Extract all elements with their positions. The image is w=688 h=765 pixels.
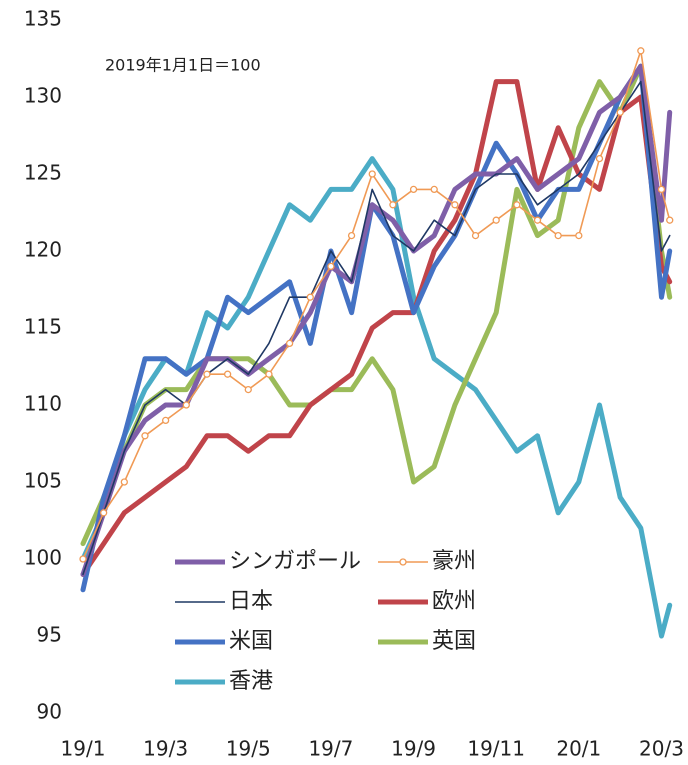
point-marker: [451, 201, 459, 209]
x-tick-label: 20/1: [556, 737, 601, 761]
series-line: [80, 63, 673, 593]
legend-label: 豪州: [432, 549, 476, 574]
point-marker: [492, 216, 500, 224]
series-line: [82, 50, 671, 560]
y-tick-label: 100: [24, 546, 62, 570]
x-tick-label: 19/3: [143, 737, 188, 761]
point-marker: [244, 385, 252, 394]
x-tick-label: 19/11: [467, 737, 525, 761]
point-marker: [265, 370, 273, 378]
point-marker: [595, 154, 604, 163]
point-marker: [223, 370, 232, 378]
point-marker: [657, 185, 666, 194]
point-marker: [327, 262, 335, 271]
annotation: 2019年1月1日＝100: [105, 56, 261, 75]
point-marker: [306, 293, 314, 301]
point-marker: [389, 201, 397, 209]
y-tick-label: 130: [24, 84, 62, 108]
legend-label: 香港: [229, 669, 273, 694]
point-marker: [409, 185, 418, 194]
point-marker: [471, 231, 480, 240]
y-tick-label: 135: [24, 7, 62, 31]
x-tick-label: 20/3: [639, 737, 684, 761]
point-marker: [533, 216, 542, 224]
point-marker: [575, 231, 583, 240]
series-line: [80, 63, 673, 577]
y-tick-label: 115: [24, 315, 62, 339]
point-marker: [347, 231, 356, 240]
legend-label: 英国: [432, 629, 476, 654]
legend-label: 米国: [229, 629, 273, 654]
point-marker: [182, 401, 190, 409]
x-tick-label: 19/5: [226, 737, 271, 761]
point-marker: [513, 201, 521, 209]
y-tick-label: 105: [24, 469, 62, 493]
point-marker: [120, 478, 128, 486]
y-tick-label: 90: [37, 700, 62, 724]
legend-label: 欧州: [432, 589, 476, 614]
x-tick-label: 19/9: [391, 737, 436, 761]
point-marker: [285, 339, 294, 348]
point-marker: [430, 185, 438, 194]
point-marker: [368, 170, 376, 178]
x-tick-label: 19/1: [61, 737, 106, 761]
point-marker: [554, 231, 562, 240]
series-line: [80, 156, 673, 639]
point-marker: [100, 509, 108, 517]
x-tick-label: 19/7: [308, 737, 353, 761]
point-marker: [79, 555, 87, 563]
point-marker: [666, 216, 674, 224]
series-line: [82, 80, 671, 576]
y-tick-label: 95: [37, 623, 62, 647]
y-tick-label: 120: [24, 238, 62, 262]
point-marker: [203, 370, 211, 378]
series-line: [80, 63, 673, 547]
legend-label: シンガポール: [229, 549, 361, 574]
point-marker: [141, 432, 149, 440]
legend-label: 日本: [229, 589, 273, 614]
y-tick-label: 110: [24, 392, 62, 416]
legend-marker: [399, 558, 407, 566]
point-marker: [637, 47, 645, 55]
point-marker: [161, 416, 170, 425]
point-marker: [616, 108, 624, 117]
y-tick-label: 125: [24, 161, 62, 185]
